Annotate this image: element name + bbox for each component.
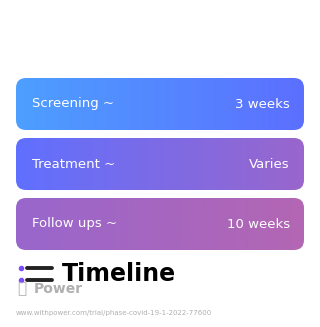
Text: ␧: ␧ — [17, 282, 27, 297]
FancyBboxPatch shape — [16, 198, 304, 250]
Text: 3 weeks: 3 weeks — [235, 97, 290, 111]
Text: Power: Power — [34, 282, 83, 296]
Text: Follow ups ~: Follow ups ~ — [32, 217, 117, 231]
Text: www.withpower.com/trial/phase-covid-19-1-2022-77600: www.withpower.com/trial/phase-covid-19-1… — [16, 310, 212, 316]
FancyBboxPatch shape — [16, 78, 304, 130]
Text: Timeline: Timeline — [62, 262, 176, 286]
Text: Treatment ~: Treatment ~ — [32, 158, 115, 170]
Text: Varies: Varies — [249, 158, 290, 170]
FancyBboxPatch shape — [16, 138, 304, 190]
Text: 10 weeks: 10 weeks — [227, 217, 290, 231]
Text: Screening ~: Screening ~ — [32, 97, 114, 111]
